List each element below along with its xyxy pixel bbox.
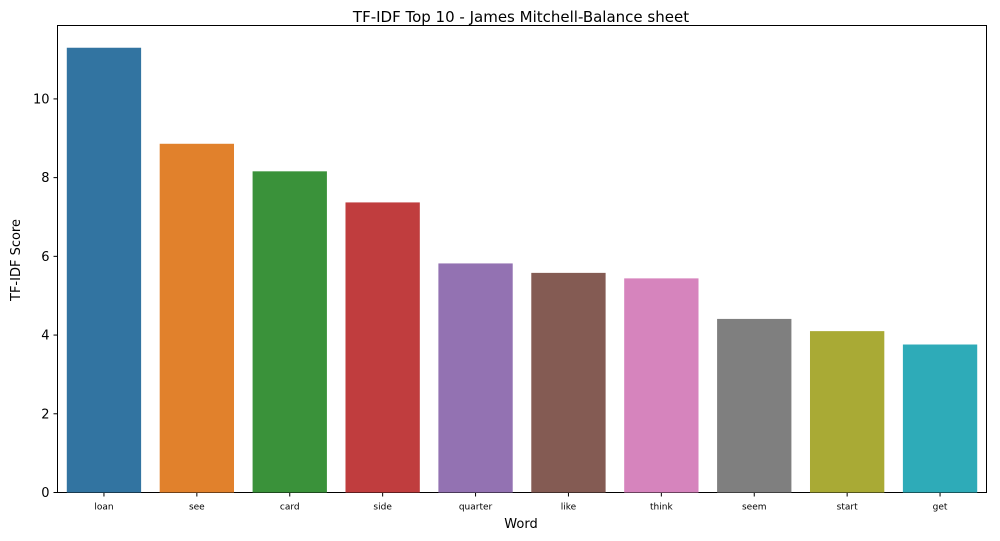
y-tick-label-10: 10: [33, 92, 50, 107]
bar-series: [66, 47, 978, 493]
bar-loan: [66, 47, 142, 493]
x-tick-label-like: like: [561, 503, 577, 513]
x-tick-label-see: see: [189, 503, 205, 513]
bar-seem: [717, 318, 792, 493]
x-axis: loan see card side quarter like think seem start…: [94, 492, 948, 513]
x-tick-label-loan: loan: [94, 503, 113, 513]
plot-area: 0 2 4 6 8 10 loan see card side quarter like think s…: [33, 25, 987, 513]
x-tick-label-start: start: [837, 503, 858, 513]
bar-see: [159, 143, 235, 493]
bar-start: [809, 331, 885, 493]
x-tick-label-get: get: [933, 503, 948, 513]
x-tick-label-think: think: [650, 503, 673, 513]
y-tick-label-2: 2: [41, 407, 49, 422]
x-axis-label: Word: [504, 517, 537, 532]
bar-side: [345, 202, 420, 493]
y-tick-label-8: 8: [41, 171, 49, 186]
y-tick-label-4: 4: [41, 329, 49, 344]
x-tick-label-seem: seem: [742, 503, 767, 513]
bar-get: [902, 344, 978, 493]
bar-like: [531, 272, 606, 493]
plot-frame: [57, 25, 987, 493]
x-tick-label-side: side: [373, 503, 392, 513]
x-tick-label-card: card: [280, 503, 300, 513]
y-tick-label-0: 0: [41, 486, 49, 501]
bar-quarter: [438, 263, 513, 493]
y-tick-label-6: 6: [41, 250, 49, 265]
bar-think: [624, 278, 699, 493]
chart-title: TF-IDF Top 10 - James Mitchell-Balance s…: [352, 8, 689, 26]
y-axis-label: TF-IDF Score: [9, 219, 24, 302]
bar-card: [252, 171, 327, 493]
x-tick-label-quarter: quarter: [459, 503, 493, 513]
y-axis: 0 2 4 6 8 10: [33, 92, 58, 501]
